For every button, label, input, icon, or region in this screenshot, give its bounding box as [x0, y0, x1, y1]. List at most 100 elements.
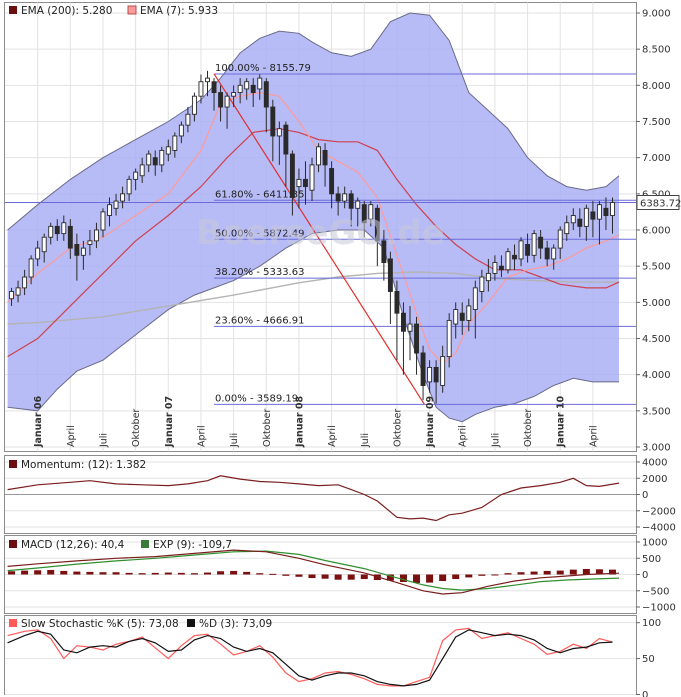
candle-body: [303, 178, 308, 188]
x-axis-label: April: [66, 425, 77, 447]
candle-body: [107, 204, 112, 216]
candle-body: [583, 207, 589, 227]
macd-histogram-bar: [60, 570, 68, 575]
candle-body: [577, 218, 583, 227]
candle-body: [80, 247, 86, 256]
candle-body: [374, 207, 380, 242]
macd-histogram-bar: [125, 572, 133, 575]
macd-histogram-bar: [465, 574, 473, 578]
momentum-y-tick-label: 0: [642, 490, 648, 501]
macd-y-tick-label: −500: [642, 586, 669, 597]
macd-histogram-bar: [8, 571, 16, 575]
macd-histogram-bar: [73, 571, 81, 575]
macd-histogram-bar: [190, 573, 198, 575]
x-axis-label: April: [197, 425, 208, 447]
macd-histogram-bar: [112, 572, 120, 575]
macd-y-tick-label: −1000: [642, 603, 676, 614]
macd-histogram-bar: [21, 570, 29, 575]
macd-histogram-bar: [347, 574, 355, 580]
x-axis-label: Oktober: [262, 409, 273, 447]
candle-body: [492, 262, 498, 274]
macd-plot: 1000 500 0 −500 −1000: [5, 538, 676, 614]
candle-body: [603, 207, 609, 216]
stochastic-plot: 100 50 0: [5, 618, 661, 697]
candle-body: [283, 124, 289, 155]
price-y-tick-label: 5.000: [642, 298, 671, 309]
macd-swatch: [9, 540, 17, 548]
x-axis-label: Juli: [490, 433, 501, 448]
candle-body: [159, 149, 165, 166]
macd-histogram-bar: [86, 571, 94, 575]
candle-body: [355, 200, 361, 209]
candle-body: [126, 178, 132, 195]
candle-body: [165, 146, 171, 155]
candle-body: [237, 84, 243, 94]
price-y-tick-label: 7.500: [642, 117, 671, 128]
momentum-y-tick-label: −2000: [642, 506, 676, 517]
momentum-y-tick-label: −4000: [642, 523, 676, 534]
candle-body: [133, 171, 139, 180]
candle-body: [9, 291, 14, 300]
price-y-tick-label: 6.000: [642, 226, 671, 237]
candle-body: [257, 77, 263, 90]
macd-histogram-bar: [295, 574, 303, 577]
x-axis-label: April: [327, 425, 338, 447]
candle-body: [289, 153, 295, 198]
candle-body: [427, 366, 433, 383]
macd-histogram-bar: [243, 571, 251, 575]
fib-level-label: 38.20% - 5333.63: [215, 267, 304, 278]
candle-body: [244, 81, 250, 90]
macd-histogram-bar: [504, 573, 512, 575]
ema200-swatch: [9, 6, 17, 14]
candle-body: [185, 113, 191, 126]
stochastic-panel: [4, 615, 637, 695]
stochd-swatch: [187, 619, 195, 627]
momentum-plot: 4000 2000 0 −2000 −4000: [5, 458, 676, 534]
macd-histogram-bar: [321, 574, 329, 579]
candle-body: [381, 240, 387, 264]
macd-histogram-bar: [308, 574, 316, 579]
candle-body: [361, 204, 367, 224]
candle-body: [557, 229, 563, 249]
last-price-label: 6383.72: [640, 199, 681, 210]
macd-histogram-bar: [164, 572, 172, 575]
price-y-tick-label: 6.500: [642, 189, 671, 200]
macd-histogram-bar: [491, 574, 499, 576]
candle-body: [414, 323, 419, 354]
candle-body: [498, 265, 504, 271]
macd-histogram-bar: [439, 574, 447, 581]
candle-body: [512, 254, 517, 260]
candle-body: [518, 240, 524, 260]
stochastic-y-tick-label: 50: [642, 654, 655, 665]
macd-histogram-bar: [230, 570, 238, 575]
candle-body: [570, 215, 576, 224]
stochastic-y-tick-label: 0: [642, 690, 648, 697]
x-axis-label: Juli: [229, 433, 240, 448]
candle-body: [394, 291, 400, 314]
candle-body: [74, 244, 80, 256]
candle-body: [15, 287, 21, 296]
candle-body: [231, 92, 237, 97]
ema200-line: [7, 271, 619, 325]
candle-body: [139, 164, 145, 177]
stochk-swatch: [9, 619, 17, 627]
macd-histogram-bar: [203, 572, 211, 575]
macd-legend: MACD (12,26): 40,4 EXP (9): -109,7: [9, 539, 232, 551]
bollinger-mid-line: [7, 128, 620, 358]
macd-histogram-bar: [34, 570, 42, 575]
macd-histogram-bar: [478, 574, 486, 576]
candle-body: [420, 352, 426, 386]
momentum-legend-label: Momentum: (12): 1.382: [21, 459, 146, 471]
candle-body: [218, 92, 224, 108]
exp-legend-label: EXP (9): -109,7: [153, 539, 232, 551]
bollinger-upper-line: [7, 12, 620, 231]
fib-level-label: 50.00% - 5872.49: [215, 228, 304, 239]
exp-swatch: [141, 540, 149, 548]
candle-body: [348, 193, 354, 209]
macd-histogram-bar: [413, 574, 421, 583]
candle-body: [322, 149, 328, 166]
candle-body: [191, 95, 197, 115]
candle-body: [205, 77, 210, 83]
macd-histogram-bar: [256, 573, 264, 575]
momentum-y-tick-label: 2000: [642, 474, 667, 485]
